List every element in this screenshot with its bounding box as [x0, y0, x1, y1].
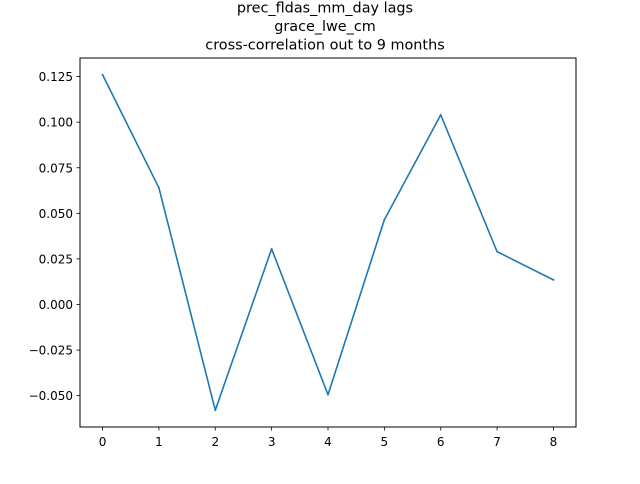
x-tick-label: 3: [268, 435, 276, 449]
y-tick-label: 0.000: [39, 298, 73, 312]
x-tick-label: 8: [550, 435, 558, 449]
x-tick-label: 6: [437, 435, 445, 449]
data-point: [496, 250, 498, 253]
data-point: [327, 393, 329, 396]
y-tick-label: 0.100: [39, 116, 73, 130]
y-tick-label: −0.050: [29, 389, 73, 403]
x-axis-ticks: 0 1 2 3 4 5 6 7 8: [99, 427, 558, 449]
series-group: [101, 73, 555, 412]
data-point: [552, 278, 555, 281]
chart-title-line-3: cross-correlation out to 9 months: [205, 38, 444, 54]
data-point: [101, 73, 104, 76]
data-point: [270, 247, 273, 250]
y-tick-label: −0.025: [29, 344, 73, 358]
x-tick-label: 2: [211, 435, 219, 449]
y-tick-label: 0.050: [39, 207, 73, 221]
x-tick-label: 4: [324, 435, 332, 449]
y-tick-label: 0.025: [39, 252, 73, 266]
x-tick-label: 0: [99, 435, 107, 449]
chart-title-line-1: prec_fldas_mm_day lags: [237, 1, 413, 17]
plot-area: [80, 58, 576, 427]
x-tick-label: 1: [155, 435, 163, 449]
y-axis-ticks: −0.050 −0.025 0.000 0.025 0.050 0.075 0.100 0.1…: [29, 70, 80, 403]
x-tick-label: 7: [493, 435, 501, 449]
data-point: [439, 113, 442, 116]
data-point: [214, 409, 217, 412]
y-tick-label: 0.125: [39, 70, 73, 84]
x-tick-label: 5: [381, 435, 389, 449]
data-point: [158, 186, 160, 189]
y-tick-label: 0.075: [39, 161, 73, 175]
plot-frame: [79, 57, 577, 428]
data-point: [383, 218, 386, 221]
chart-title-line-2: grace_lwe_cm: [274, 19, 376, 35]
